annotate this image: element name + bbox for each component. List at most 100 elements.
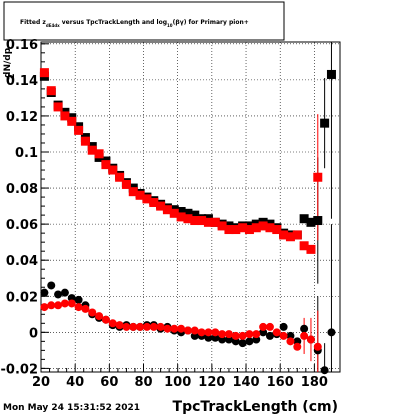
red_squares-point [142, 194, 152, 204]
black_circles-point [238, 339, 247, 348]
black_squares-point [326, 69, 336, 79]
black_squares-point [190, 210, 200, 220]
y-tick-label: 0.06 [6, 218, 38, 233]
red_circles-point [60, 299, 69, 308]
x-tick-label: 40 [66, 375, 84, 390]
red_squares-point [108, 165, 118, 175]
red_circles-point [177, 324, 186, 333]
red_squares-point [238, 223, 248, 233]
red_squares-point [292, 230, 302, 240]
plot-area [40, 41, 341, 373]
y-tick-label: 0.08 [6, 182, 38, 197]
red_squares-point [279, 230, 289, 240]
timestamp: Mon May 24 15:31:52 2021 [3, 403, 140, 413]
black_circles-point [245, 337, 254, 346]
red_circles-point [122, 322, 131, 331]
red_circles-point [265, 322, 274, 331]
red_circles-point [272, 328, 281, 337]
red_circles-point [67, 299, 76, 308]
black_circles-point [320, 366, 329, 375]
y-tick-label: 0.04 [6, 254, 38, 269]
red_circles-point [108, 319, 117, 328]
red_circles-point [190, 326, 199, 335]
red_circles-point [74, 303, 83, 312]
red_circles-point [279, 331, 288, 340]
red_squares-point [176, 212, 186, 222]
red_squares-point [149, 197, 159, 207]
red_squares-point [53, 102, 63, 112]
red_squares-point [285, 232, 295, 242]
red_circles-point [95, 312, 104, 321]
red_circles-point [245, 330, 254, 339]
black_circles-point [300, 324, 309, 333]
y-tick-label: -0.02 [1, 362, 38, 377]
red_squares-point [39, 68, 49, 78]
red_circles-point [149, 322, 158, 331]
red_squares-point [203, 217, 213, 227]
black_circles-point [279, 322, 288, 331]
red_circles-point [238, 331, 247, 340]
red_circles-point [142, 322, 151, 331]
black_circles-point [265, 331, 274, 340]
red_squares-point [60, 111, 70, 121]
x-tick-label: 120 [198, 375, 225, 390]
red_squares-point [272, 225, 282, 235]
black_squares-point [320, 118, 330, 128]
y-tick-label: 0.1 [15, 146, 38, 161]
y-tick-label: 0 [29, 326, 38, 341]
red_circles-point [136, 322, 145, 331]
red_squares-point [313, 172, 323, 182]
red_circles-point [306, 335, 315, 344]
x-tick-label: 80 [134, 375, 152, 390]
red_circles-point [129, 322, 138, 331]
red_squares-point [183, 214, 193, 224]
x-tick-label: 60 [100, 375, 118, 390]
data-points [39, 68, 336, 375]
black_circles-point [327, 328, 336, 337]
red_circles-point [224, 330, 233, 339]
red_squares-point [251, 223, 261, 233]
black_circles-point [74, 295, 83, 304]
red_circles-point [88, 308, 97, 317]
red_circles-point [218, 330, 227, 339]
black_circles-point [60, 288, 69, 297]
red_circles-point [183, 326, 192, 335]
y-tick-label: 0.02 [6, 290, 38, 305]
y-tick-label: 0.12 [6, 110, 38, 125]
red_circles-point [211, 328, 220, 337]
red_squares-point [190, 216, 200, 226]
grid-lines [40, 42, 340, 372]
error-bars [303, 42, 332, 372]
red_squares-point [128, 187, 138, 197]
red_squares-point [101, 160, 111, 170]
black_squares-point [313, 216, 323, 226]
red_squares-point [265, 223, 275, 233]
y-tick-label: 0.14 [6, 74, 38, 89]
black_circles-point [40, 288, 49, 297]
black_circles-point [47, 281, 56, 290]
red_squares-point [224, 225, 234, 235]
red_circles-point [170, 324, 179, 333]
red_squares-point [197, 216, 207, 226]
red_squares-point [135, 190, 145, 200]
red_circles-point [231, 331, 240, 340]
y-axis-prefix: z [4, 74, 17, 80]
red_circles-point [81, 304, 90, 313]
x-tick-label: 160 [267, 375, 294, 390]
red_circles-point [286, 337, 295, 346]
red_squares-point [162, 205, 172, 215]
red_circles-point [293, 342, 302, 351]
title-box [3, 1, 285, 41]
red_squares-point [169, 208, 179, 218]
y-axis: -0.02 0 0.02 0.04 0.06 0.08 0.1 0.12 0.14 0.16 [1, 38, 49, 377]
red_squares-point [299, 241, 309, 251]
black_squares-point [183, 208, 193, 218]
red_squares-point [156, 201, 166, 211]
red_squares-point [87, 145, 97, 155]
black_squares-point [306, 217, 316, 227]
red_circles-point [204, 328, 213, 337]
x-axis-label: TpcTrackLength (cm) [173, 399, 338, 414]
red_squares-point [46, 86, 56, 96]
red_circles-point [300, 331, 309, 340]
